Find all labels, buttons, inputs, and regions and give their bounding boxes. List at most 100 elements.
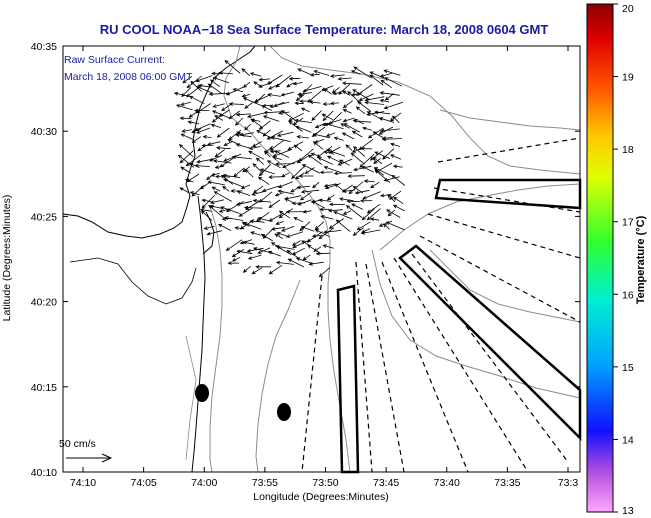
current-vector-arrow [302,254,311,261]
current-vector-arrow [311,200,326,209]
current-vector-arrow [197,145,206,152]
current-vector-arrow [300,226,315,232]
current-vector-arrow [393,196,404,205]
current-vector-arrow [180,133,193,140]
current-vector-arrow [369,150,384,161]
current-vector-arrow [272,156,282,160]
current-vector-arrow [286,82,294,88]
current-vector-arrow [277,181,293,188]
current-vector-arrow [278,210,291,219]
current-vector-arrow [348,181,364,195]
current-vector-arrow [214,165,225,169]
current-vector-arrow [298,174,314,178]
current-vector-arrow [318,267,331,278]
current-vector-arrow [224,216,244,221]
current-vector-arrow [225,239,243,251]
inset-line-2: March 18, 2008 06:00 GMT [64,71,193,83]
current-vector-arrow [372,131,385,139]
y-tick-label: 40:35 [31,41,57,53]
y-axis: 40:35 40:30 40:25 40:20 40:15 40:10 [31,41,580,479]
current-vector-arrow [184,178,194,183]
current-vector-arrow [180,101,191,106]
current-vector-arrow [357,100,372,112]
channel-lines [301,137,581,473]
current-vector-arrow [267,93,281,97]
current-vector-arrow [327,208,343,213]
scale-arrow [66,453,113,463]
bathymetry-contour-3 [209,205,223,473]
current-vector-arrow [248,150,265,160]
current-vector-arrow [258,81,273,88]
current-vector-arrow [268,83,280,90]
colorbar-tick-label: 16 [622,289,634,301]
current-vector-arrow [191,128,202,133]
y-tick-label: 40:15 [31,382,57,394]
current-vector-arrow [212,103,225,108]
current-vector-arrow [179,187,190,194]
current-vector-arrow [242,265,251,273]
current-vector-arrow [300,189,320,194]
current-vector-arrow [243,205,263,210]
current-vector-arrow [323,166,343,174]
current-vector-arrow [389,154,402,160]
current-vector-arrow [182,76,193,84]
current-vector-arrow [392,204,405,212]
current-vector-arrow [346,199,360,204]
current-vector-arrow [244,123,252,131]
current-vector-arrow [333,211,353,220]
current-vector-arrow [252,141,262,148]
current-vector-arrow [380,79,393,89]
current-vector-arrow [362,191,381,200]
current-vector-arrow [328,218,344,229]
y-tick-label: 40:10 [31,467,57,479]
current-vector-arrow [302,209,312,214]
figure-title: RU COOL NOAA−18 Sea Surface Temperature:… [100,22,549,37]
current-vector-arrow [285,231,304,238]
current-vector-arrow [370,181,380,189]
current-vector-arrow [374,151,391,159]
current-vector-arrow [381,137,402,142]
current-vector-arrow [354,189,370,195]
x-tick-label: 73:3 [558,477,579,489]
current-vector-arrow [284,198,295,204]
current-vector-arrow [311,234,323,238]
current-vector-arrow [275,162,295,166]
current-vector-arrow [359,198,373,203]
current-vector-arrow [252,198,272,203]
current-vector-arrow [278,208,294,219]
current-vector-arrow [333,171,352,176]
current-vector-arrow [312,141,324,150]
current-vector-arrow [274,192,284,197]
current-vectors [173,60,406,278]
current-vector-arrow [240,184,251,189]
current-vector-arrow [244,168,254,178]
current-vector-arrow [260,233,274,242]
current-vector-arrow [312,181,320,189]
current-vector-arrow [319,207,330,212]
current-vector-arrow [314,229,330,238]
current-vector-arrow [211,110,230,119]
current-vector-arrow [301,240,310,246]
current-vector-arrow [274,233,284,240]
current-vector-arrow [310,152,320,157]
current-vector-arrow [202,135,212,139]
current-vector-arrow [350,152,365,165]
current-vector-arrow [342,210,352,215]
current-vector-arrow [387,194,396,202]
current-vector-arrow [199,181,210,190]
current-vector-arrow [259,168,275,175]
current-vector-arrow [236,190,251,196]
current-vector-arrow [235,112,251,117]
current-vector-arrow [297,92,312,97]
current-vector-arrow [326,194,335,201]
inlet-bay [69,257,197,305]
current-vector-arrow [295,94,305,102]
current-vector-arrow [224,60,241,74]
current-vector-arrow [301,164,320,174]
colorbar-tick-label: 14 [622,434,634,446]
inset-line-1: Raw Surface Current: [64,54,165,66]
current-vector-arrow [329,74,345,78]
current-vector-arrow [297,68,313,76]
current-vector-arrow [206,230,222,236]
current-vector-arrow [391,174,406,186]
